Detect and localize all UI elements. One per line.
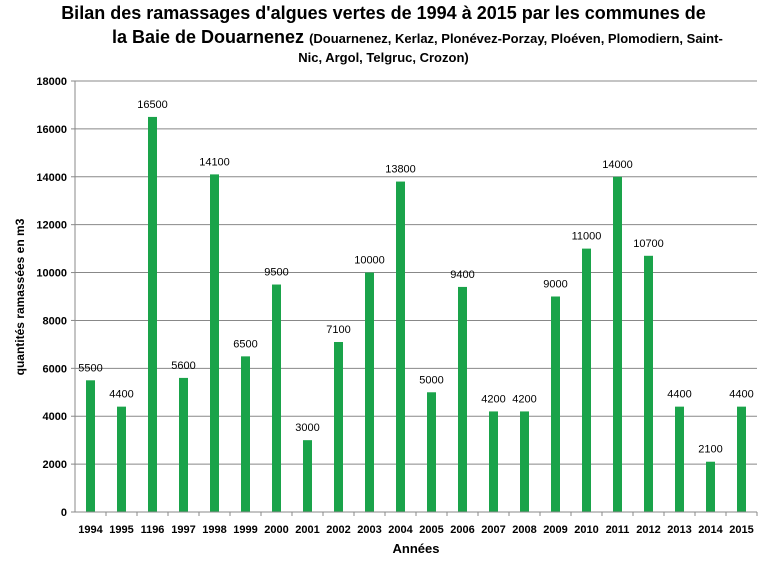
x-tick-label: 2001: [295, 524, 319, 536]
data-label: 4400: [667, 389, 691, 401]
bar-1998: [210, 174, 219, 512]
chart-title: Bilan des ramassages d'algues vertes de …: [61, 3, 706, 23]
y-tick-label: 2000: [43, 459, 67, 471]
bar-1196: [148, 116, 157, 513]
bar-2002: [334, 341, 343, 512]
bar-1995: [117, 406, 126, 512]
x-tick-label: 2012: [636, 524, 660, 536]
y-tick-label: 0: [61, 507, 67, 519]
bar-2006: [458, 286, 467, 512]
bar-2012: [644, 255, 653, 513]
y-tick-label: 18000: [36, 76, 67, 88]
bars: [86, 116, 746, 513]
x-tick-label: 1999: [233, 524, 257, 536]
x-tick-label: 2011: [606, 524, 630, 536]
data-label: 9400: [450, 269, 474, 281]
bar-1994: [86, 380, 95, 512]
x-tick-label: 2010: [574, 524, 598, 536]
bar-2011: [613, 176, 622, 512]
x-tick-labels: 1994 1995 1196 1997 1998 1999 2000 2001 2002 2003…: [78, 524, 753, 536]
bar-1999: [241, 356, 250, 512]
data-label: 5500: [78, 362, 102, 374]
y-tick-label: 16000: [36, 124, 67, 136]
x-tick-label: 2006: [450, 524, 474, 536]
y-tick-label: 14000: [36, 172, 67, 184]
y-tick-label: 6000: [43, 363, 67, 375]
x-tick-label: 2008: [512, 524, 536, 536]
data-label: 10000: [354, 255, 385, 267]
data-label: 14100: [199, 156, 230, 168]
bar-1997: [179, 377, 188, 512]
bar-2008: [520, 411, 529, 512]
x-tick-label: 2015: [729, 524, 753, 536]
data-label: 11000: [572, 231, 602, 243]
data-label: 4200: [512, 393, 536, 405]
x-tick-label: 1994: [78, 524, 103, 536]
bar-2014: [706, 461, 715, 512]
data-label: 4400: [729, 389, 753, 401]
data-label: 9500: [264, 267, 288, 279]
data-label: 13800: [385, 164, 416, 176]
x-tick-label: 2000: [264, 524, 288, 536]
data-label: 10700: [633, 238, 664, 250]
y-tick-label: 4000: [43, 411, 67, 423]
y-tick-label: 12000: [36, 220, 67, 232]
x-tick-label: 1995: [109, 524, 133, 536]
data-label: 2100: [698, 444, 722, 456]
bar-2000: [272, 284, 281, 512]
chart-title-block: Bilan des ramassages d'algues vertes de …: [0, 0, 767, 75]
data-label: 14000: [602, 159, 633, 171]
bar-2009: [551, 296, 560, 512]
data-label: 16500: [137, 99, 168, 111]
bar-2013: [675, 406, 684, 512]
data-label: 4400: [109, 389, 133, 401]
data-label: 9000: [543, 279, 567, 291]
gridlines: [71, 80, 757, 513]
data-label: 5000: [419, 374, 443, 386]
x-tick-label: 2013: [667, 524, 691, 536]
bar-2005: [427, 392, 436, 512]
data-label: 6500: [233, 338, 257, 350]
x-tick-label: 1998: [202, 524, 226, 536]
x-tick-label: 1997: [171, 524, 195, 536]
data-label: 7100: [326, 324, 350, 336]
x-tick-label: 2014: [698, 524, 723, 536]
axes: [74, 81, 758, 516]
bar-2015: [737, 406, 746, 512]
x-tick-label: 2002: [326, 524, 350, 536]
x-tick-label: 2003: [357, 524, 381, 536]
bar-2001: [303, 440, 312, 512]
chart-title-line2: la Baie de Douarnenez (Douarnenez, Kerla…: [112, 27, 723, 48]
data-label: 3000: [295, 422, 319, 434]
y-axis-label: quantités ramassées en m3: [13, 218, 27, 375]
x-tick-label: 2005: [419, 524, 443, 536]
bar-2010: [582, 248, 591, 512]
x-tick-label: 1196: [141, 524, 165, 536]
x-axis-label: Années: [393, 541, 440, 556]
bar-2003: [365, 272, 374, 512]
chart-title-second-line: la Baie de Douarnenez: [112, 27, 305, 47]
y-tick-label: 8000: [43, 315, 67, 327]
data-label: 4200: [481, 393, 505, 405]
chart-subtitle-part1: (Douarnenez, Kerlaz, Plonévez-Porzay, Pl…: [309, 31, 723, 46]
x-tick-label: 2007: [481, 524, 505, 536]
bar-2004: [396, 181, 405, 513]
x-tick-label: 2009: [543, 524, 567, 536]
x-tick-label: 2004: [388, 524, 413, 536]
y-tick-label: 10000: [36, 268, 67, 280]
y-tick-labels: 0 2000 4000 6000 8000 10000 12000 14000 16000 180…: [36, 76, 67, 519]
data-labels: 5500 4400 16500 5600 14100 6500 9500 3000 7100 10…: [78, 99, 753, 456]
data-label: 5600: [171, 360, 195, 372]
chart-subtitle-part2: Nic, Argol, Telgruc, Crozon): [298, 50, 469, 65]
bar-2007: [489, 411, 498, 512]
